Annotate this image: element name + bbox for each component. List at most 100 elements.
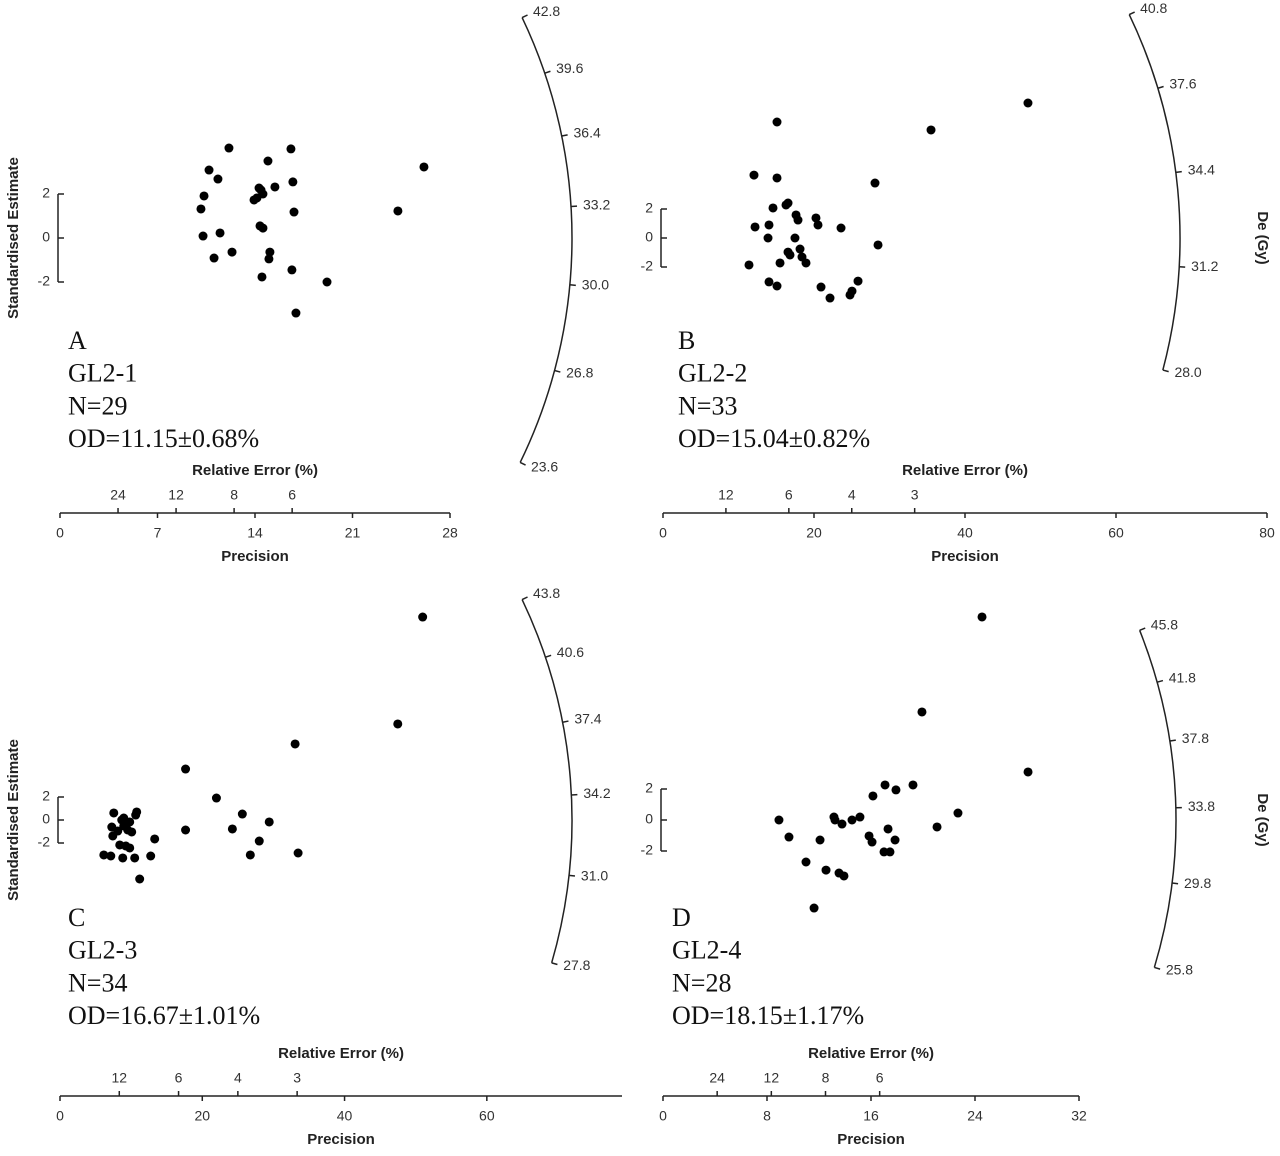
data-point <box>793 215 803 225</box>
relative-error-tick-label: 12 <box>168 487 184 503</box>
radial-axis-label: De (Gy) <box>1254 793 1271 846</box>
radial-tick-label: 26.8 <box>566 364 593 380</box>
radial-tick <box>561 134 568 137</box>
radial-tick-label: 43.8 <box>533 585 560 601</box>
data-point <box>908 780 918 790</box>
data-point <box>288 177 298 187</box>
radial-tick-label: 41.8 <box>1169 670 1196 686</box>
data-point <box>263 156 273 166</box>
radial-tick <box>1157 85 1164 89</box>
relative-error-tick-label: 4 <box>848 487 856 503</box>
x-tick-label: 7 <box>154 525 162 541</box>
data-point <box>286 144 296 154</box>
radial-tick-label: 25.8 <box>1166 962 1193 978</box>
x-tick-label: 0 <box>56 1108 64 1124</box>
x-tick-label: 0 <box>659 1108 667 1124</box>
radial-tick-label: 28.0 <box>1174 364 1201 380</box>
data-point <box>815 835 825 845</box>
x-tick-label: 60 <box>479 1108 495 1124</box>
data-point <box>853 276 863 286</box>
data-point <box>772 117 782 127</box>
y-axis-label: Standardised Estimate <box>5 157 22 319</box>
data-point <box>795 244 805 254</box>
x-axis-label: Precision <box>837 1131 905 1148</box>
data-point <box>113 826 123 836</box>
data-point <box>883 824 893 834</box>
relative-error-tick-label: 6 <box>785 487 793 503</box>
data-point <box>99 850 109 860</box>
data-point <box>264 254 274 264</box>
radial-tick-label: 27.8 <box>563 957 590 973</box>
data-point <box>227 247 237 257</box>
data-point <box>774 815 784 825</box>
data-point <box>801 258 811 268</box>
x-axis-label: Precision <box>307 1131 375 1148</box>
data-point <box>224 143 234 153</box>
radial-tick <box>569 284 576 287</box>
radial-tick <box>1128 11 1135 16</box>
data-point <box>198 231 208 241</box>
radial-tick-label: 39.6 <box>556 60 583 76</box>
relative-error-tick-label: 6 <box>876 1070 884 1086</box>
x-tick-label: 0 <box>659 525 667 541</box>
relative-error-tick-label: 6 <box>175 1070 183 1086</box>
radial-tick-label: 45.8 <box>1151 617 1178 633</box>
data-point <box>256 185 266 195</box>
data-point <box>291 308 301 318</box>
data-point <box>418 612 428 622</box>
panel-annotation: N=29 <box>68 391 127 420</box>
y-tick-label: -2 <box>38 834 51 850</box>
data-point <box>181 764 191 774</box>
y-tick-label: 0 <box>645 229 653 245</box>
data-point <box>772 281 782 291</box>
y-tick-label: 0 <box>645 811 653 827</box>
relative-error-tick-label: 6 <box>288 487 296 503</box>
data-point <box>763 233 773 243</box>
panel-annotation: GL2-4 <box>672 936 741 965</box>
data-point <box>837 819 847 829</box>
y-tick-label: 2 <box>645 780 653 796</box>
radial-tick-label: 34.4 <box>1188 162 1215 178</box>
radial-tick-label: 31.0 <box>581 867 608 883</box>
data-point <box>132 807 142 817</box>
x-tick-label: 40 <box>957 525 973 541</box>
x-tick-label: 21 <box>345 525 361 541</box>
data-point <box>265 247 275 257</box>
radial-tick-label: 31.2 <box>1191 258 1218 274</box>
radial-tick-label: 40.8 <box>1140 0 1167 16</box>
radial-tick <box>1169 739 1176 742</box>
data-point <box>109 808 119 818</box>
relative-error-tick-label: 8 <box>230 487 238 503</box>
x-tick-label: 20 <box>194 1108 210 1124</box>
data-point <box>257 272 267 282</box>
radial-tick-label: 37.8 <box>1182 730 1209 746</box>
data-point <box>917 707 927 717</box>
data-point <box>287 265 297 275</box>
data-point <box>254 836 264 846</box>
x-tick-label: 20 <box>806 525 822 541</box>
data-point <box>801 857 811 867</box>
radial-tick <box>562 720 569 723</box>
data-point <box>146 851 156 861</box>
x-tick-label: 40 <box>337 1108 353 1124</box>
panel-annotation: GL2-1 <box>68 359 137 388</box>
data-point <box>1023 767 1033 777</box>
data-point <box>783 198 793 208</box>
data-point <box>868 791 878 801</box>
relative-error-tick-label: 12 <box>111 1070 127 1086</box>
radial-tick-label: 42.8 <box>533 3 560 19</box>
radial-tick <box>1162 369 1169 373</box>
relative-error-tick-label: 12 <box>718 487 734 503</box>
relative-error-tick-label: 24 <box>709 1070 725 1086</box>
relative-error-tick-label: 3 <box>911 487 919 503</box>
y-tick-label: -2 <box>641 258 654 274</box>
radial-axis-label: De (Gy) <box>1254 211 1271 264</box>
data-point <box>215 228 225 238</box>
data-point <box>836 223 846 233</box>
data-point <box>847 286 857 296</box>
data-point <box>926 125 936 135</box>
data-point <box>977 612 987 622</box>
panel-annotation: N=28 <box>672 968 731 997</box>
x-tick-label: 24 <box>967 1108 983 1124</box>
